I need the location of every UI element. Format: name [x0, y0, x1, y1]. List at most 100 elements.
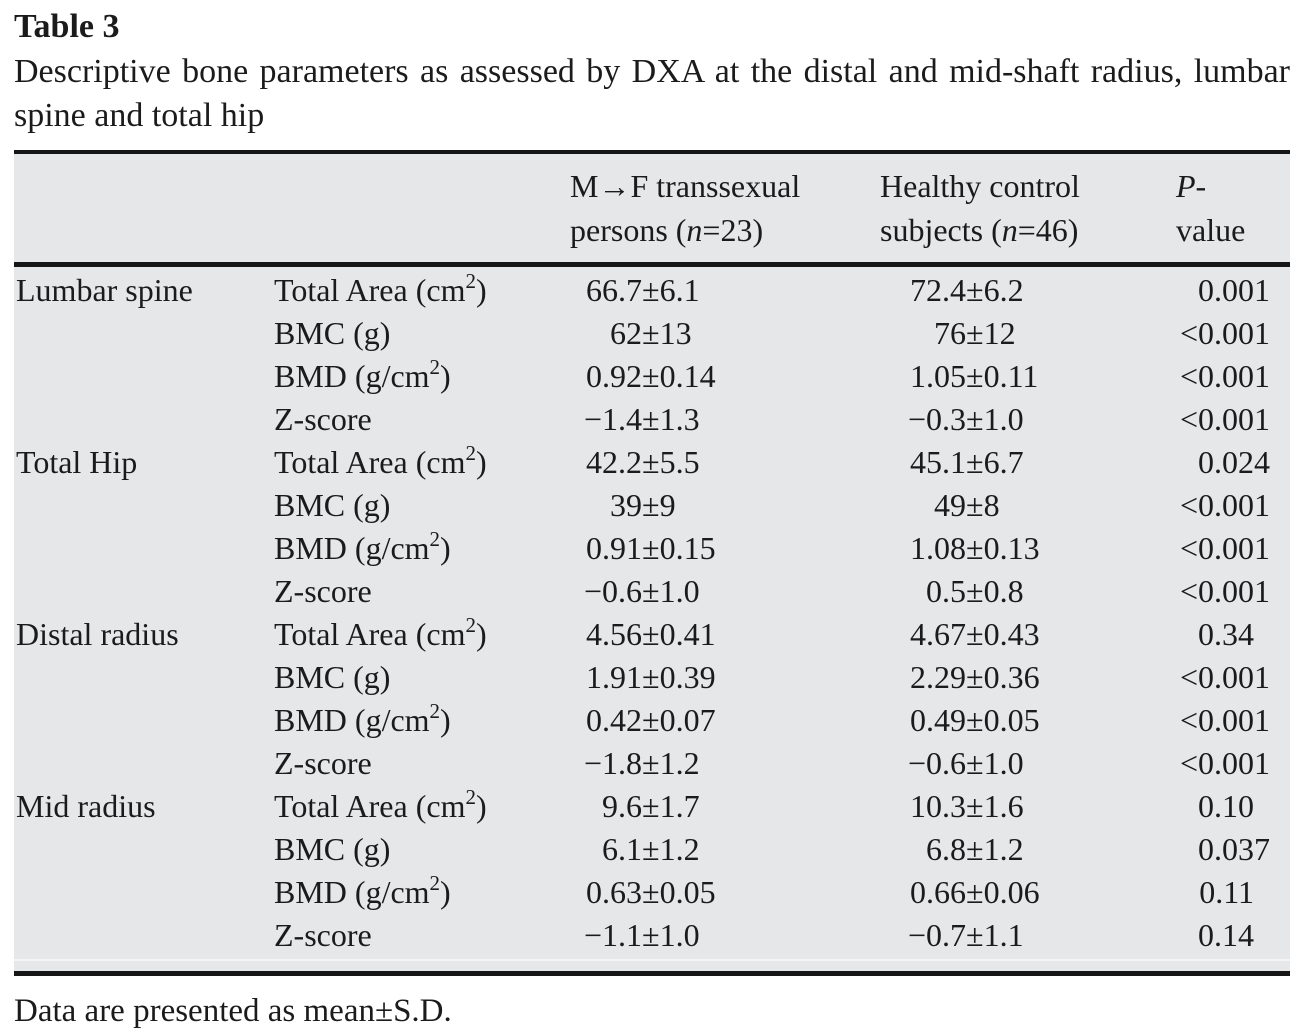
superscript-2: 2 [429, 871, 441, 895]
mean-value: 9.6 [602, 788, 642, 824]
header-control-line2-post: =46) [1017, 212, 1079, 248]
region-cell [14, 914, 272, 957]
sd-value: 1.7 [659, 788, 700, 824]
plus-minus-sign: ± [966, 917, 984, 953]
mean-value: 0.5 [926, 573, 966, 609]
mean-value: 49 [934, 487, 966, 523]
header-control-n-symbol: n [1001, 212, 1018, 248]
mean-value: 45.1 [910, 444, 966, 480]
table-label: Table 3 [14, 8, 120, 45]
sd-value: 13 [659, 315, 692, 351]
pvalue-cell: <0.001 [1179, 702, 1270, 738]
control-value-cell: 1.08±0.13 [880, 527, 1176, 570]
mean-value: 4.56 [586, 616, 642, 652]
region-cell [14, 355, 272, 398]
plus-minus-sign: ± [642, 831, 660, 867]
plus-minus-sign: ± [642, 917, 660, 953]
parameter-cell: BMC (g) [274, 487, 391, 523]
sd-value: 9 [659, 487, 676, 523]
plus-minus-sign: ± [642, 358, 660, 394]
mf-value-cell: 0.91±0.15 [570, 527, 880, 570]
mf-value-cell: 0.42±0.07 [570, 699, 880, 742]
mf-value-cell: 1.91±0.39 [570, 656, 880, 699]
mean-value: −0.6 [583, 573, 642, 609]
plus-minus-sign: ± [642, 272, 660, 308]
sd-value: 0.11 [983, 358, 1039, 394]
control-value-cell: −0.3±1.0 [880, 398, 1176, 441]
control-value-cell: 76±12 [880, 312, 1176, 355]
table-bottom-padding [14, 959, 1290, 971]
parameter-cell: BMD (g/cm2) [274, 355, 451, 395]
pvalue-cell: <0.001 [1179, 573, 1270, 609]
region-cell [14, 742, 272, 785]
mf-value-cell: −1.1±1.0 [570, 914, 880, 957]
parameter-cell: BMC (g) [274, 315, 391, 351]
pvalue-cell: 0.10 [1198, 788, 1254, 824]
sd-value: 6.1 [659, 272, 700, 308]
parameter-cell: Z-score [274, 745, 372, 781]
pvalue-cell: <0.001 [1179, 530, 1270, 566]
sd-value: 0.05 [659, 874, 716, 910]
sd-value: 8 [983, 487, 1000, 523]
mf-value-cell: 42.2±5.5 [570, 441, 880, 484]
region-cell [14, 828, 272, 871]
sd-value: 0.41 [659, 616, 716, 652]
pvalue-cell: 0.001 [1198, 272, 1270, 308]
table-row: Mid radius Total Area (cm2) 9.6±1.7 10.3±1.… [14, 785, 1290, 828]
mean-value: 0.49 [910, 702, 966, 738]
mf-value-cell: 0.63±0.05 [570, 871, 880, 914]
pvalue-cell: 0.11 [1199, 874, 1254, 910]
mean-value: −1.8 [583, 745, 642, 781]
mf-value-cell: 4.56±0.41 [570, 613, 880, 656]
sd-value: 0.8 [983, 573, 1024, 609]
mean-value: 4.67 [910, 616, 966, 652]
plus-minus-sign: ± [642, 530, 660, 566]
sd-value: 1.3 [659, 401, 700, 437]
mean-value: 0.92 [586, 358, 642, 394]
sd-value: 1.0 [983, 745, 1024, 781]
plus-minus-sign: ± [966, 659, 984, 695]
table-row: BMC (g) 1.91±0.39 2.29±0.36 <0.001 [14, 656, 1290, 699]
superscript-2: 2 [465, 441, 476, 465]
region-cell [14, 656, 272, 699]
control-value-cell: 72.4±6.2 [880, 269, 1176, 312]
mean-value: 76 [934, 315, 966, 351]
table-row: BMD (g/cm2) 0.92±0.14 1.05±0.11 <0.001 [14, 355, 1290, 398]
plus-minus-sign: ± [642, 745, 660, 781]
sd-value: 0.15 [659, 530, 716, 566]
plus-minus-sign: ± [966, 358, 984, 394]
superscript-2: 2 [429, 699, 441, 723]
parameter-cell: Total Area (cm2) [274, 441, 487, 481]
table-row: BMD (g/cm2) 0.42±0.07 0.49±0.05 <0.001 [14, 699, 1290, 742]
mean-value: 42.2 [586, 444, 642, 480]
pvalue-cell: 0.037 [1198, 831, 1270, 867]
mf-value-cell: 66.7±6.1 [570, 269, 880, 312]
header-mf-n-symbol: n [686, 212, 703, 248]
sd-value: 0.36 [983, 659, 1040, 695]
mean-value: 1.91 [586, 659, 642, 695]
table-row: Total Hip Total Area (cm2) 42.2±5.5 45.1±6.… [14, 441, 1290, 484]
parameter-cell: BMD (g/cm2) [274, 871, 451, 911]
mean-value: 72.4 [910, 272, 966, 308]
mean-value: 2.29 [910, 659, 966, 695]
header-cell-mf-group: M→F transsexual persons (n=23) [570, 164, 880, 252]
mean-value: 10.3 [910, 788, 966, 824]
region-cell [14, 527, 272, 570]
header-control-line1: Healthy control [880, 168, 1080, 204]
pvalue-cell: <0.001 [1179, 315, 1270, 351]
plus-minus-sign: ± [966, 745, 984, 781]
header-pvalue-rest: -value [1176, 168, 1246, 248]
table-row: BMC (g) 6.1±1.2 6.8±1.2 0.037 [14, 828, 1290, 871]
mean-value: 0.63 [586, 874, 642, 910]
plus-minus-sign: ± [966, 874, 984, 910]
table-header-row: M→F transsexual persons (n=23) Healthy c… [14, 154, 1290, 267]
mean-value: 39 [610, 487, 642, 523]
control-value-cell: 0.5±0.8 [880, 570, 1176, 613]
parameter-cell: BMC (g) [274, 659, 391, 695]
parameter-cell: Z-score [274, 401, 372, 437]
mean-value: −0.6 [907, 745, 966, 781]
sd-value: 6.2 [983, 272, 1024, 308]
sd-value: 0.05 [983, 702, 1040, 738]
region-cell: Total Hip [16, 444, 138, 480]
sd-value: 12 [983, 315, 1016, 351]
